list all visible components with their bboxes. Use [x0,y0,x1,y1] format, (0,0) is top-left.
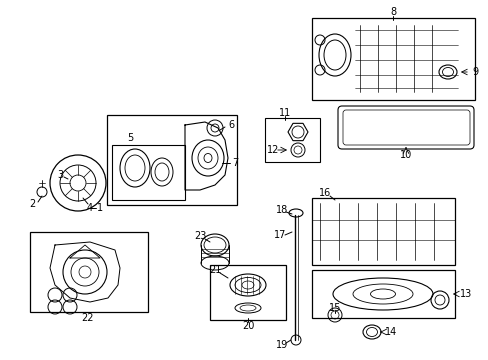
Text: 20: 20 [242,321,254,331]
Text: 7: 7 [231,158,238,168]
Text: 3: 3 [57,170,63,180]
Text: 22: 22 [81,313,94,323]
Text: 10: 10 [399,150,411,160]
Bar [30,232,148,312]
Text: 13: 13 [459,289,471,299]
Bar [311,270,454,318]
Text: 12: 12 [266,145,279,155]
Text: 4: 4 [87,203,93,213]
Bar [264,118,319,162]
Text: 23: 23 [193,231,206,241]
Text: 19: 19 [275,340,287,350]
Text: 11: 11 [278,108,290,118]
Text: 5: 5 [126,133,133,143]
Text: 21: 21 [208,265,221,275]
Bar [107,115,237,205]
Text: 8: 8 [389,7,395,17]
Text: 15: 15 [328,303,341,313]
Text: 6: 6 [227,120,234,130]
Bar [311,198,454,265]
Text: 1: 1 [97,203,103,213]
Text: 16: 16 [318,188,330,198]
Text: 2: 2 [29,199,35,209]
Bar [209,265,285,320]
Bar [311,18,474,100]
Text: 18: 18 [275,205,287,215]
Bar [112,145,184,200]
Text: 9: 9 [471,67,477,77]
Text: 17: 17 [273,230,285,240]
Text: 14: 14 [384,327,396,337]
